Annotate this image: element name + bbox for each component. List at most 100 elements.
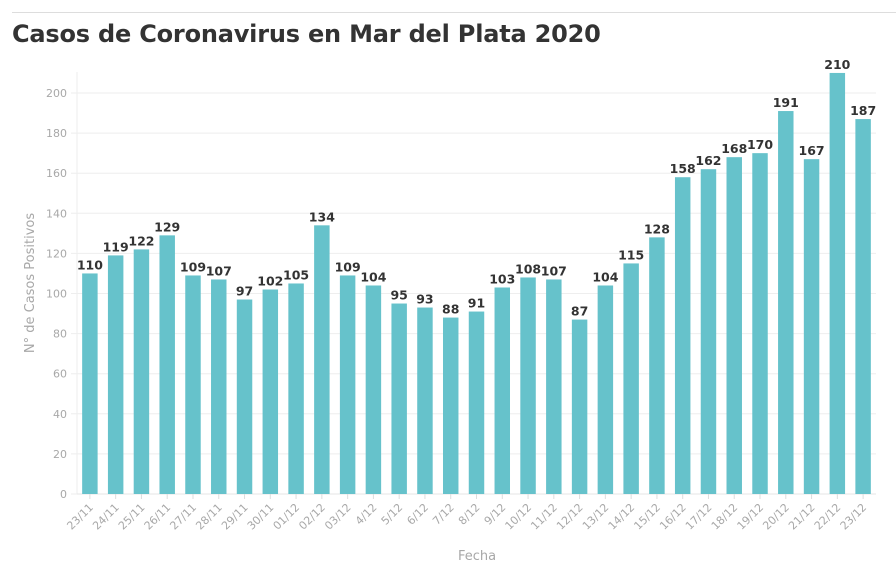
data-label: 109 <box>180 259 206 274</box>
x-axis-ticks: 23/1124/1125/1126/1127/1128/1129/1130/11… <box>64 494 869 533</box>
bar <box>571 319 588 494</box>
data-label: 122 <box>128 233 154 248</box>
chart-title: Casos de Coronavirus en Mar del Plata 20… <box>12 20 601 48</box>
bar <box>752 153 768 494</box>
data-label: 91 <box>468 296 485 311</box>
x-tick-label: 16/12 <box>657 501 689 533</box>
x-tick-label: 11/12 <box>528 501 560 533</box>
bar <box>726 157 742 494</box>
data-label: 107 <box>541 263 567 278</box>
x-tick-label: 22/12 <box>812 501 844 533</box>
x-tick-label: 5/12 <box>379 501 406 528</box>
x-axis-label: Fecha <box>458 549 496 564</box>
x-tick-label: 25/11 <box>116 501 148 533</box>
y-tick-label: 100 <box>46 288 67 301</box>
bar <box>520 277 536 494</box>
bar <box>288 283 304 494</box>
y-tick-label: 40 <box>53 408 67 421</box>
y-tick-label: 60 <box>53 368 67 381</box>
bar <box>855 119 871 494</box>
x-tick-label: 01/12 <box>271 501 303 533</box>
data-label: 191 <box>773 95 799 110</box>
x-tick-label: 24/11 <box>90 501 122 533</box>
y-tick-label: 120 <box>46 247 67 260</box>
x-tick-label: 29/11 <box>219 501 251 533</box>
bar <box>82 273 98 494</box>
bar <box>236 299 253 494</box>
bar <box>391 303 407 494</box>
data-label: 170 <box>747 137 773 152</box>
y-tick-label: 200 <box>46 87 67 100</box>
data-label: 108 <box>515 261 541 276</box>
bar <box>262 289 279 494</box>
data-label: 109 <box>335 259 361 274</box>
bar <box>674 177 691 494</box>
x-tick-label: 30/11 <box>245 501 277 533</box>
bar <box>829 72 846 494</box>
x-tick-label: 20/12 <box>760 501 792 533</box>
y-tick-label: 180 <box>46 127 67 140</box>
data-label: 187 <box>850 103 876 118</box>
x-tick-label: 03/12 <box>322 501 354 533</box>
top-divider <box>12 12 896 13</box>
data-label: 95 <box>390 288 407 303</box>
x-tick-label: 8/12 <box>456 501 483 528</box>
y-tick-label: 140 <box>46 207 67 220</box>
data-label: 105 <box>283 267 309 282</box>
y-tick-label: 20 <box>53 448 67 461</box>
x-tick-label: 19/12 <box>735 501 767 533</box>
bar <box>700 169 717 494</box>
x-tick-label: 23/11 <box>64 501 96 533</box>
data-label: 167 <box>799 143 825 158</box>
x-tick-label: 7/12 <box>430 501 457 528</box>
x-tick-label: 27/11 <box>167 501 199 533</box>
bar <box>314 225 330 494</box>
x-tick-label: 26/11 <box>142 501 174 533</box>
data-label: 88 <box>442 302 459 317</box>
bar <box>133 249 150 494</box>
y-axis-label: N° de Casos Positivos <box>23 213 38 353</box>
y-tick-label: 160 <box>46 167 67 180</box>
bar <box>468 311 485 494</box>
x-tick-label: 10/12 <box>503 501 535 533</box>
bar <box>803 159 820 495</box>
x-tick-label: 02/12 <box>296 501 328 533</box>
data-label: 104 <box>360 269 386 284</box>
bar <box>185 275 201 494</box>
data-label: 103 <box>489 271 515 286</box>
data-label: 104 <box>592 269 618 284</box>
data-label: 134 <box>309 209 335 224</box>
x-tick-label: 13/12 <box>580 501 612 533</box>
data-label: 87 <box>571 304 588 319</box>
bar <box>649 237 665 495</box>
bar <box>546 279 562 494</box>
bar <box>339 275 356 494</box>
data-label: 158 <box>670 161 696 176</box>
bars <box>82 72 871 495</box>
x-tick-label: 15/12 <box>631 501 663 533</box>
data-label: 128 <box>644 221 670 236</box>
bar <box>365 285 382 494</box>
data-label: 102 <box>257 273 283 288</box>
bar <box>778 111 794 495</box>
bar <box>211 279 227 494</box>
data-label: 168 <box>721 141 747 156</box>
x-tick-label: 21/12 <box>786 501 818 533</box>
data-label: 210 <box>824 57 850 72</box>
y-axis-ticks: 0 20 40 60 80 100 120 140 160 180 200 <box>46 87 67 501</box>
data-label: 119 <box>103 239 129 254</box>
bar <box>494 287 511 494</box>
bar <box>597 285 614 494</box>
bar <box>442 317 459 494</box>
data-label: 115 <box>618 247 644 262</box>
data-label: 107 <box>206 263 232 278</box>
data-label: 129 <box>154 219 180 234</box>
x-tick-label: 4/12 <box>353 501 380 528</box>
data-label: 93 <box>416 292 433 307</box>
bar <box>107 255 124 494</box>
x-tick-label: 17/12 <box>683 501 715 533</box>
x-tick-label: 6/12 <box>404 501 431 528</box>
data-label: 110 <box>77 257 103 272</box>
